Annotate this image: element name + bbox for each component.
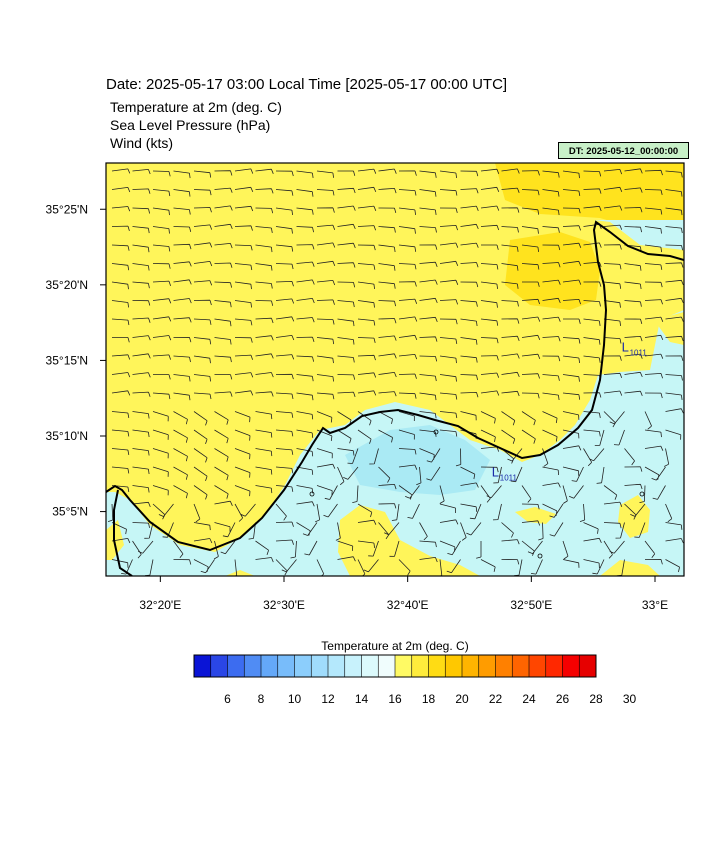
colorbar-swatch — [378, 655, 396, 677]
colorbar-tick-label: 26 — [556, 692, 570, 706]
coastline-west — [113, 489, 133, 576]
lon-label: 32°20'E — [139, 598, 181, 612]
lat-label: 35°20'N — [46, 278, 88, 292]
colorbar-swatch — [395, 655, 413, 677]
lon-label: 32°40'E — [387, 598, 429, 612]
sea-cooler-band — [345, 425, 490, 495]
lat-label: 35°15'N — [46, 353, 88, 367]
coastline — [106, 220, 684, 552]
lon-label: 32°50'E — [510, 598, 552, 612]
colorbar-title: Temperature at 2m (deg. C) — [321, 639, 468, 653]
colorbar-swatch — [344, 655, 362, 677]
warm-patch-offshore-4 — [600, 560, 660, 576]
warm-patch-offshore-2 — [515, 507, 556, 524]
colorbar-swatch — [294, 655, 312, 677]
warm-patch-south — [225, 570, 255, 576]
colorbar-tick-label: 20 — [455, 692, 469, 706]
colorbar-swatch — [277, 655, 295, 677]
colorbar-swatch — [445, 655, 463, 677]
colorbar-swatch — [428, 655, 446, 677]
colorbar-swatch — [545, 655, 563, 677]
field-wind-label: Wind (kts) — [110, 135, 173, 151]
lon-label: 32°30'E — [263, 598, 305, 612]
sea-cool-fill — [106, 220, 684, 576]
colorbar-swatch — [194, 655, 212, 677]
map-axes: 35°25'N 35°20'N 35°15'N 35°10'N 35°5'N 32°20'… — [46, 202, 669, 612]
warm-patch-offshore-1 — [338, 505, 480, 576]
colorbar-swatch — [311, 655, 329, 677]
lat-label: 35°25'N — [46, 202, 88, 216]
colorbar-swatch — [478, 655, 496, 677]
colorbar-swatch — [529, 655, 547, 677]
colorbar-tick-label: 22 — [489, 692, 503, 706]
station-marker — [537, 553, 543, 559]
colorbar-tick-label: 10 — [288, 692, 302, 706]
wind-barbs — [107, 168, 684, 576]
colorbar-swatch — [328, 655, 346, 677]
station-marker — [433, 429, 439, 435]
pressure-low-value: 1011 — [500, 474, 518, 483]
colorbar-swatch — [261, 655, 279, 677]
colorbar-swatch — [462, 655, 480, 677]
field-pressure-label: Sea Level Pressure (hPa) — [110, 117, 271, 133]
colorbar-swatch — [210, 655, 228, 677]
pressure-low-symbol: L — [492, 465, 499, 480]
station-marker — [309, 491, 315, 497]
colorbar-tick-label: 28 — [589, 692, 603, 706]
lat-label: 35°5'N — [52, 505, 88, 519]
lon-label: 33°E — [642, 598, 668, 612]
colorbar-tick-label: 14 — [355, 692, 369, 706]
colorbar-swatch — [579, 655, 597, 677]
colorbar-tick-label: 30 — [623, 692, 637, 706]
lat-label: 35°10'N — [46, 429, 88, 443]
colorbar-tick-label: 24 — [522, 692, 536, 706]
colorbar-tick-label: 18 — [422, 692, 436, 706]
field-temperature-label: Temperature at 2m (deg. C) — [110, 99, 282, 115]
colorbar-swatch — [411, 655, 429, 677]
station-marker — [639, 491, 645, 497]
pressure-low-symbol: L — [622, 339, 629, 354]
colorbar-swatch — [495, 655, 513, 677]
colorbar-frame — [193, 654, 597, 678]
colorbar-tick-label: 16 — [388, 692, 402, 706]
wind-barb-grid — [107, 168, 684, 576]
colorbar-swatch — [244, 655, 262, 677]
colorbar-swatch — [361, 655, 379, 677]
warm-patch-north — [495, 163, 684, 232]
colorbar-swatch — [512, 655, 530, 677]
colorbar-swatch — [227, 655, 245, 677]
colorbar-swatch — [562, 655, 580, 677]
date-title: Date: 2025-05-17 03:00 Local Time [2025-… — [106, 76, 508, 93]
temperature-colorbar: 6 8 10 12 14 16 18 20 22 24 26 28 30 — [193, 654, 637, 706]
colorbar-tick-label: 6 — [224, 692, 231, 706]
warm-patch-inland — [505, 232, 600, 310]
map-frame — [105, 162, 685, 577]
dt-badge: DT: 2025-05-12_00:00:00 — [558, 142, 689, 159]
colorbar-tick-label: 8 — [258, 692, 265, 706]
colorbar-tick-label: 12 — [321, 692, 335, 706]
pressure-low-value: 1011 — [630, 348, 648, 357]
